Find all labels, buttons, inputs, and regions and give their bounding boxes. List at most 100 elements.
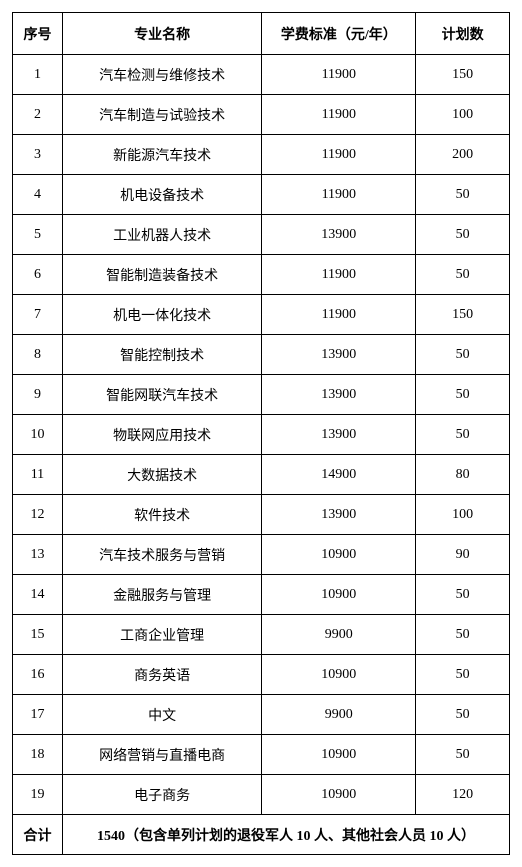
table-row: 11大数据技术1490080: [13, 455, 510, 495]
cell-plan: 50: [416, 615, 510, 655]
cell-index: 7: [13, 295, 63, 335]
table-row: 1汽车检测与维修技术11900150: [13, 55, 510, 95]
cell-fee: 13900: [262, 495, 416, 535]
cell-plan: 120: [416, 775, 510, 815]
header-name: 专业名称: [62, 13, 262, 55]
cell-plan: 50: [416, 695, 510, 735]
cell-index: 19: [13, 775, 63, 815]
program-fee-table: 序号 专业名称 学费标准（元/年） 计划数 1汽车检测与维修技术11900150…: [12, 12, 510, 855]
cell-name: 机电设备技术: [62, 175, 262, 215]
table-row: 5工业机器人技术1390050: [13, 215, 510, 255]
cell-fee: 13900: [262, 415, 416, 455]
cell-name: 汽车检测与维修技术: [62, 55, 262, 95]
total-value: 1540（包含单列计划的退役军人 10 人、其他社会人员 10 人）: [62, 815, 509, 855]
cell-fee: 13900: [262, 335, 416, 375]
table-row: 16商务英语1090050: [13, 655, 510, 695]
cell-index: 16: [13, 655, 63, 695]
cell-name: 工业机器人技术: [62, 215, 262, 255]
cell-plan: 50: [416, 255, 510, 295]
header-index: 序号: [13, 13, 63, 55]
header-fee: 学费标准（元/年）: [262, 13, 416, 55]
table-row: 17中文990050: [13, 695, 510, 735]
cell-index: 1: [13, 55, 63, 95]
cell-index: 15: [13, 615, 63, 655]
table-total-row: 合计 1540（包含单列计划的退役军人 10 人、其他社会人员 10 人）: [13, 815, 510, 855]
cell-name: 新能源汽车技术: [62, 135, 262, 175]
cell-index: 18: [13, 735, 63, 775]
cell-fee: 10900: [262, 775, 416, 815]
table-row: 9智能网联汽车技术1390050: [13, 375, 510, 415]
cell-name: 中文: [62, 695, 262, 735]
cell-name: 大数据技术: [62, 455, 262, 495]
table-row: 10物联网应用技术1390050: [13, 415, 510, 455]
table-row: 2汽车制造与试验技术11900100: [13, 95, 510, 135]
cell-name: 机电一体化技术: [62, 295, 262, 335]
cell-fee: 11900: [262, 175, 416, 215]
table-row: 15工商企业管理990050: [13, 615, 510, 655]
cell-index: 11: [13, 455, 63, 495]
cell-fee: 11900: [262, 295, 416, 335]
total-label: 合计: [13, 815, 63, 855]
table-header-row: 序号 专业名称 学费标准（元/年） 计划数: [13, 13, 510, 55]
cell-fee: 11900: [262, 95, 416, 135]
cell-name: 汽车制造与试验技术: [62, 95, 262, 135]
cell-plan: 50: [416, 575, 510, 615]
cell-index: 9: [13, 375, 63, 415]
cell-plan: 50: [416, 215, 510, 255]
cell-index: 4: [13, 175, 63, 215]
cell-index: 8: [13, 335, 63, 375]
table-body: 1汽车检测与维修技术119001502汽车制造与试验技术119001003新能源…: [13, 55, 510, 815]
cell-index: 12: [13, 495, 63, 535]
table-row: 3新能源汽车技术11900200: [13, 135, 510, 175]
cell-plan: 100: [416, 495, 510, 535]
cell-fee: 11900: [262, 55, 416, 95]
cell-fee: 10900: [262, 655, 416, 695]
cell-plan: 50: [416, 375, 510, 415]
table-row: 8智能控制技术1390050: [13, 335, 510, 375]
cell-plan: 100: [416, 95, 510, 135]
cell-index: 5: [13, 215, 63, 255]
cell-name: 智能制造装备技术: [62, 255, 262, 295]
cell-plan: 90: [416, 535, 510, 575]
cell-plan: 150: [416, 55, 510, 95]
cell-plan: 80: [416, 455, 510, 495]
table-row: 14金融服务与管理1090050: [13, 575, 510, 615]
cell-name: 金融服务与管理: [62, 575, 262, 615]
table-row: 19电子商务10900120: [13, 775, 510, 815]
cell-fee: 10900: [262, 735, 416, 775]
cell-fee: 14900: [262, 455, 416, 495]
cell-name: 网络营销与直播电商: [62, 735, 262, 775]
cell-fee: 9900: [262, 695, 416, 735]
cell-plan: 50: [416, 175, 510, 215]
cell-name: 工商企业管理: [62, 615, 262, 655]
cell-plan: 200: [416, 135, 510, 175]
table-row: 4机电设备技术1190050: [13, 175, 510, 215]
cell-name: 智能控制技术: [62, 335, 262, 375]
cell-fee: 9900: [262, 615, 416, 655]
cell-fee: 10900: [262, 575, 416, 615]
cell-index: 14: [13, 575, 63, 615]
cell-name: 商务英语: [62, 655, 262, 695]
cell-fee: 10900: [262, 535, 416, 575]
cell-fee: 11900: [262, 135, 416, 175]
cell-index: 10: [13, 415, 63, 455]
table-row: 6智能制造装备技术1190050: [13, 255, 510, 295]
cell-plan: 50: [416, 735, 510, 775]
cell-plan: 50: [416, 335, 510, 375]
cell-name: 软件技术: [62, 495, 262, 535]
cell-index: 13: [13, 535, 63, 575]
table-row: 13汽车技术服务与营销1090090: [13, 535, 510, 575]
cell-name: 电子商务: [62, 775, 262, 815]
table-row: 7机电一体化技术11900150: [13, 295, 510, 335]
cell-plan: 50: [416, 415, 510, 455]
cell-index: 2: [13, 95, 63, 135]
cell-fee: 11900: [262, 255, 416, 295]
cell-plan: 150: [416, 295, 510, 335]
cell-name: 汽车技术服务与营销: [62, 535, 262, 575]
cell-name: 物联网应用技术: [62, 415, 262, 455]
table-row: 12软件技术13900100: [13, 495, 510, 535]
table-row: 18网络营销与直播电商1090050: [13, 735, 510, 775]
cell-index: 3: [13, 135, 63, 175]
cell-name: 智能网联汽车技术: [62, 375, 262, 415]
cell-plan: 50: [416, 655, 510, 695]
